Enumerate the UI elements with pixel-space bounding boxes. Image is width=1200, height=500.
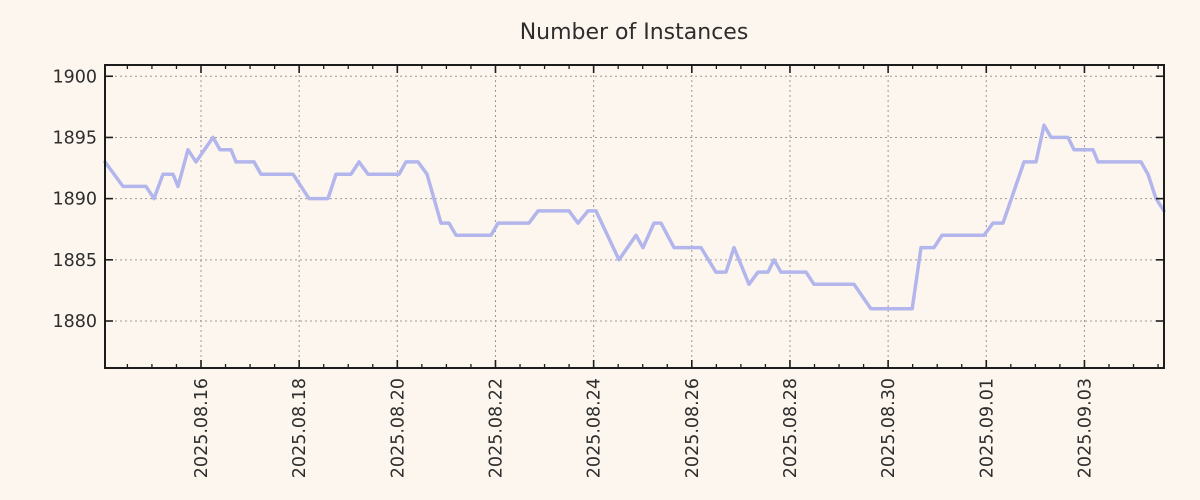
x-tick-label: 2025.08.20	[388, 378, 408, 478]
x-tick-label: 2025.08.28	[781, 378, 801, 478]
x-tick-label: 2025.08.16	[192, 378, 212, 478]
x-tick-label: 2025.09.03	[1075, 378, 1095, 478]
label-layer: 1880 1885 1890 1895 1900 2025.08.16 2025.08.18…	[52, 67, 1095, 478]
x-tick-label: 2025.08.24	[585, 378, 605, 478]
tick-layer	[105, 65, 1164, 368]
x-tick-label: 2025.08.30	[879, 378, 899, 478]
data-series-line	[103, 123, 1166, 311]
series-layer	[103, 123, 1166, 311]
x-tick-label: 2025.09.01	[977, 378, 997, 478]
x-tick-label: 2025.08.26	[683, 378, 703, 478]
x-tick-label: 2025.08.18	[290, 378, 310, 478]
y-tick-label: 1900	[52, 67, 97, 87]
plot-border	[104, 64, 1165, 369]
y-tick-label: 1895	[52, 128, 97, 148]
y-tick-label: 1890	[52, 190, 97, 210]
y-tick-label: 1885	[52, 251, 97, 271]
grid-layer	[105, 65, 1164, 368]
x-tick-label: 2025.08.22	[486, 378, 506, 478]
y-tick-label: 1880	[52, 312, 97, 332]
chart-title: Number of Instances	[520, 20, 749, 45]
